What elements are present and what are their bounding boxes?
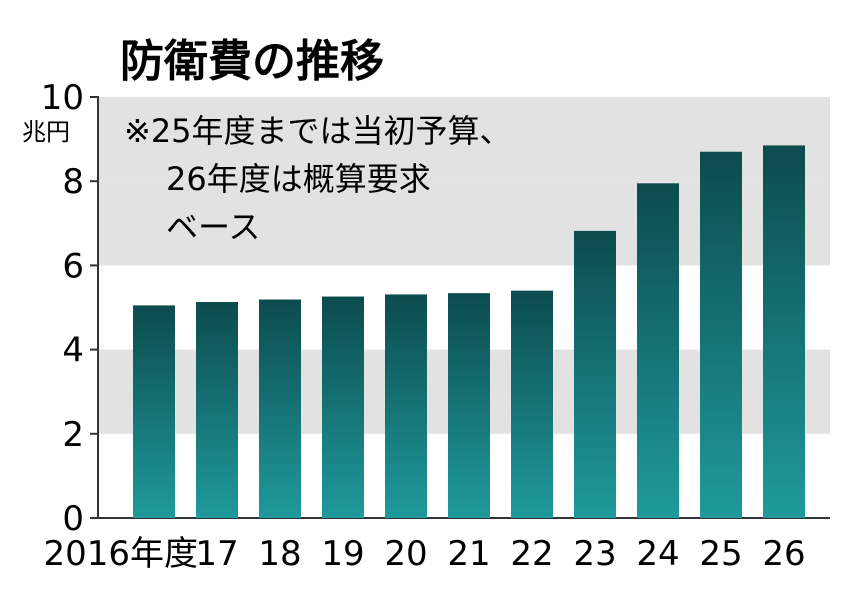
x-tick-label: 19 <box>321 534 364 574</box>
note-line-2: 26年度は概算要求 <box>166 160 431 198</box>
x-tick-label: 25 <box>699 534 742 574</box>
bar <box>385 294 427 518</box>
bar <box>259 299 301 518</box>
y-axis-unit: 兆円 <box>22 118 70 146</box>
note-line-3: ベース <box>166 208 260 246</box>
x-tick-label: 22 <box>510 534 553 574</box>
y-tick-labels: 0 2 4 6 8 10 <box>41 78 84 539</box>
x-tick-label: 2016年度 <box>43 534 198 574</box>
y-tick-marks <box>90 96 98 519</box>
y-tick-label: 0 <box>62 499 84 539</box>
x-tick-label: 17 <box>195 534 238 574</box>
x-tick-label: 23 <box>573 534 616 574</box>
y-tick-label: 8 <box>62 162 84 202</box>
bars <box>133 145 805 519</box>
y-tick-label: 6 <box>62 246 84 286</box>
bar <box>574 230 616 519</box>
x-tick-label: 20 <box>384 534 427 574</box>
x-tick-label: 26 <box>762 534 805 574</box>
bar <box>763 145 805 519</box>
bar <box>133 305 175 518</box>
chart-title: 防衛費の推移 <box>120 36 384 87</box>
bar <box>511 290 553 518</box>
bar <box>637 183 679 518</box>
y-tick-label: 2 <box>62 415 84 455</box>
note-line-1: ※25年度までは当初予算、 <box>124 112 512 150</box>
bar <box>448 293 490 518</box>
bar <box>196 302 238 518</box>
x-tick-label: 18 <box>258 534 301 574</box>
x-tick-label: 24 <box>636 534 679 574</box>
bar <box>322 296 364 518</box>
bar <box>700 151 742 519</box>
x-tick-label: 21 <box>447 534 490 574</box>
y-tick-label: 4 <box>62 331 84 371</box>
y-tick-label: 10 <box>41 78 84 118</box>
